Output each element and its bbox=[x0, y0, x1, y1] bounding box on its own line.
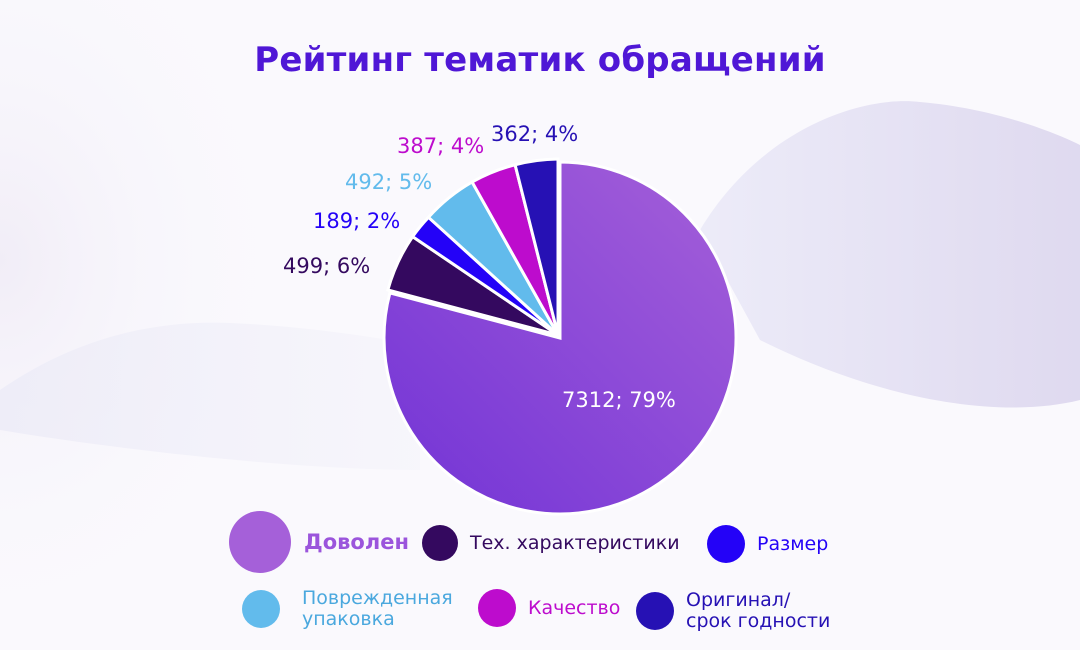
legend-item-teh: Тех. характеристики bbox=[422, 525, 680, 561]
data-label-original: 362; 4% bbox=[491, 122, 579, 146]
legend-label-kachestvo: Качество bbox=[528, 596, 621, 619]
legend-label-original: Оригинал/ срок годности bbox=[686, 589, 831, 632]
legend-item-razmer: Размер bbox=[707, 525, 828, 563]
legend-swatch-razmer bbox=[707, 525, 745, 563]
legend-swatch-upakovka bbox=[242, 590, 280, 628]
data-label-dovolen: 7312; 79% bbox=[562, 388, 676, 412]
legend-label-teh: Тех. характеристики bbox=[470, 531, 680, 554]
legend-label-razmer: Размер bbox=[757, 532, 829, 555]
legend-swatch-original bbox=[636, 592, 674, 630]
data-label-razmer: 189; 2% bbox=[313, 209, 401, 233]
legend-label-dovolen: Доволен bbox=[304, 529, 409, 554]
legend-item-upakovka: Поврежденная упаковка bbox=[242, 588, 453, 630]
legend-label-upakovka: Поврежденная упаковка bbox=[302, 587, 453, 630]
legend-swatch-kachestvo bbox=[478, 589, 516, 627]
data-label-kachestvo: 387; 4% bbox=[397, 134, 485, 158]
data-label-teh: 499; 6% bbox=[283, 254, 371, 278]
slice-original bbox=[513, 157, 560, 336]
legend-item-dovolen: Доволен bbox=[229, 511, 409, 573]
legend-swatch-dovolen bbox=[229, 511, 291, 573]
legend-item-original: Оригинал/ срок годности bbox=[636, 590, 830, 632]
legend-item-kachestvo: Качество bbox=[478, 589, 620, 627]
data-label-upakovka: 492; 5% bbox=[345, 170, 433, 194]
chart-title: Рейтинг тематик обращений bbox=[254, 40, 826, 80]
legend-swatch-teh bbox=[422, 525, 458, 561]
slice-dovolen bbox=[382, 160, 738, 516]
